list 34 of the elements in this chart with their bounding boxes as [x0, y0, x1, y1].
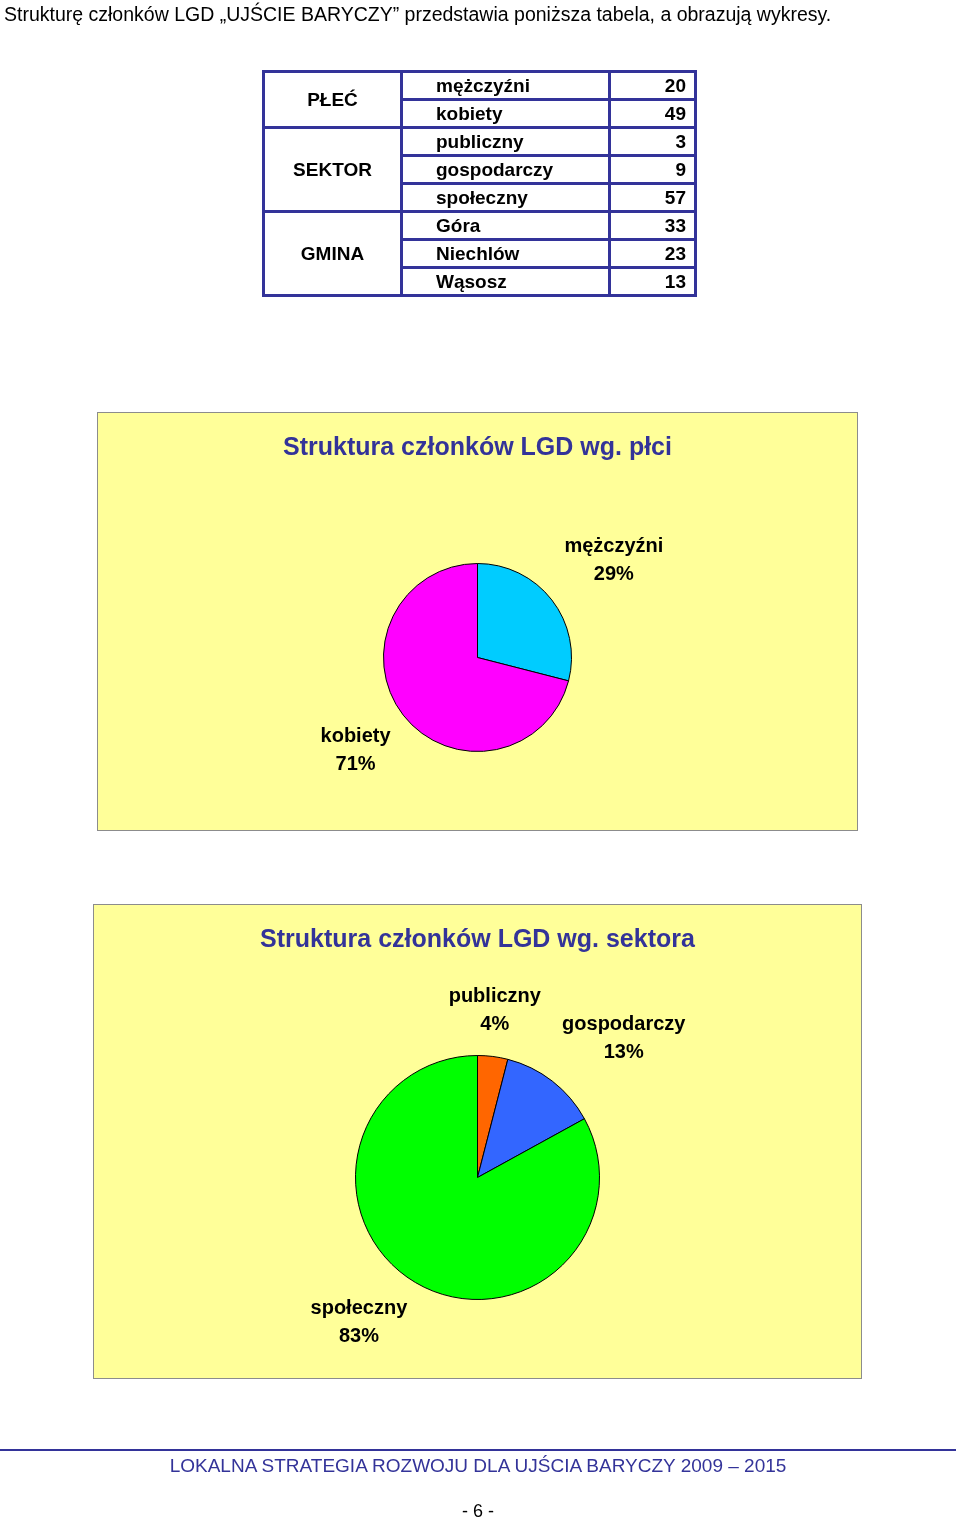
text: - 6 - [461, 1501, 495, 1520]
category-label: Niechlów [401, 239, 610, 268]
category-label: publiczny [401, 127, 610, 156]
category-label: Wąsosz [401, 267, 610, 296]
text: LOKALNA STRATEGIA ROZWOJU DLA UJŚCIA BARYCZY 2009 – 2015 [168, 1455, 788, 1477]
category-label: kobiety [401, 99, 610, 128]
text: SEKTOR [263, 127, 402, 212]
data-label: 9 [609, 155, 696, 184]
data-label: 83% [338, 1323, 380, 1346]
slice-label: mężczyźni [564, 533, 664, 556]
data-label: 33 [609, 211, 696, 240]
data-label: 23 [609, 239, 696, 268]
data-label: 29% [593, 561, 635, 584]
category-label: społeczny [401, 183, 610, 212]
slice-label: społeczny [310, 1295, 409, 1318]
data-label: 49 [609, 99, 696, 128]
slice-label: gospodarczy [562, 1011, 687, 1034]
data-label: 13 [609, 267, 696, 296]
slice-label: publiczny [448, 984, 542, 1007]
category-label: mężczyźni [401, 71, 610, 100]
text: Strukturę członków LGD „UJŚCIE BARYCZY” przedstawia poniższa tabela, a obrazują wykresy. [4, 3, 832, 26]
chart-title: Struktura członków LGD wg. płci [283, 431, 672, 460]
data-label: 4% [480, 1012, 510, 1035]
data-label: 71% [335, 752, 376, 775]
text: GMINA [263, 211, 402, 296]
data-label: 20 [609, 71, 696, 100]
slice-label: kobiety [320, 724, 392, 747]
chart-title: Struktura członków LGD wg. sektora [260, 923, 696, 952]
category-label: gospodarczy [401, 155, 610, 184]
data-label: 3 [609, 127, 696, 156]
data-label: 13% [603, 1039, 644, 1062]
data-label: 57 [609, 183, 696, 212]
category-label: Góra [401, 211, 610, 240]
text: PŁEĆ [263, 71, 402, 128]
